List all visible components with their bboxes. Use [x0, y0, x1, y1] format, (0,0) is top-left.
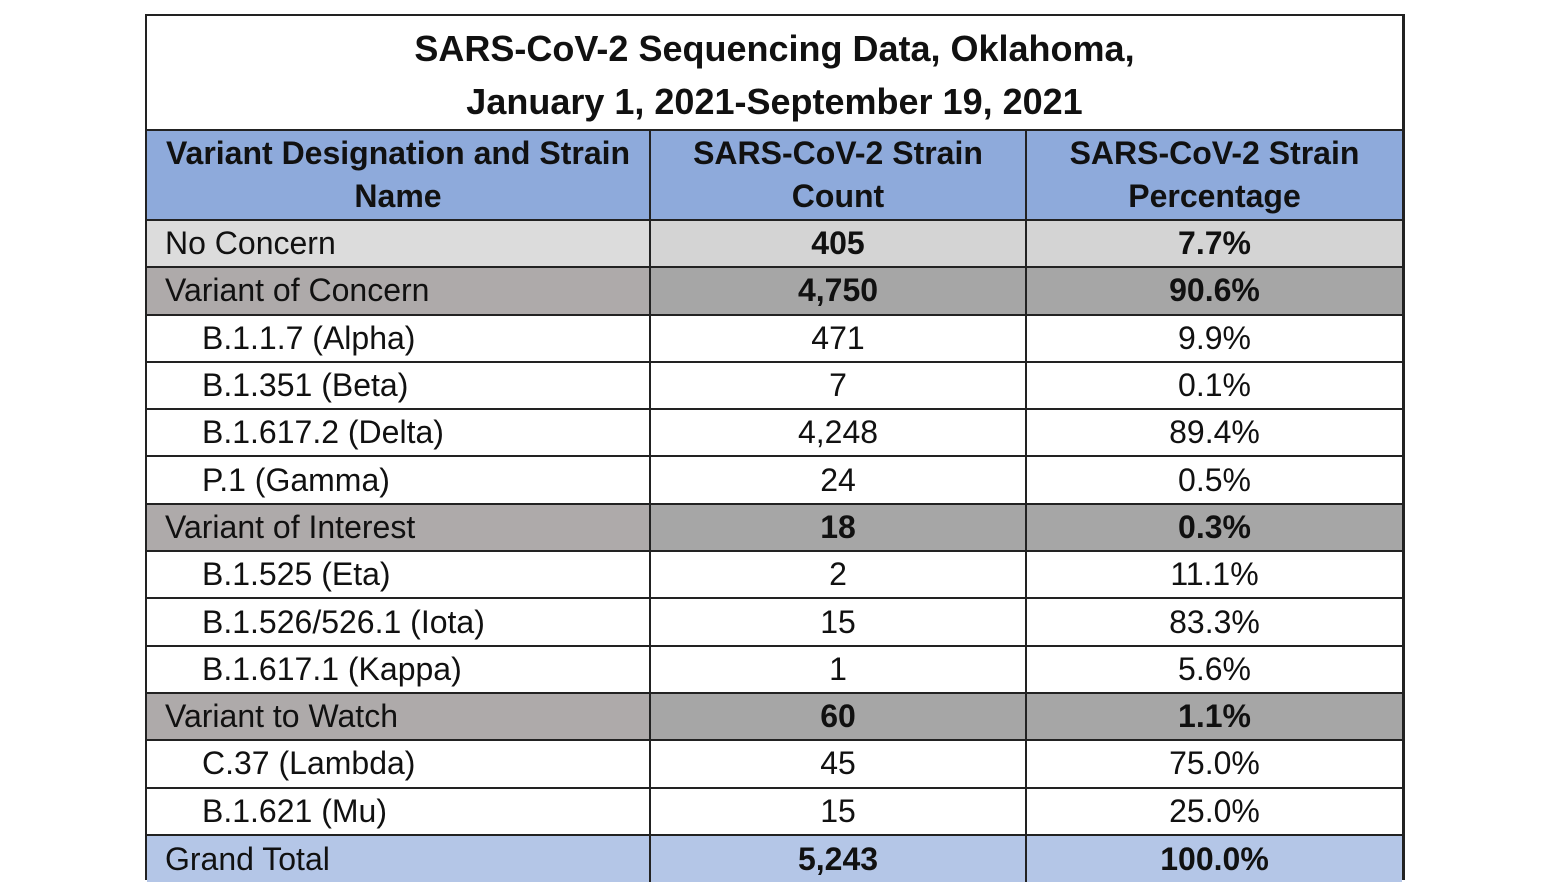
strain-row: C.37 (Lambda) 45 75.0% [147, 739, 1402, 789]
variant-name-cell: B.1.351 (Beta) [147, 360, 651, 411]
variant-name-cell: Grand Total [147, 833, 651, 883]
strain-count-cell: 7 [649, 360, 1027, 411]
strain-row: B.1.525 (Eta) 2 11.1% [147, 550, 1402, 600]
strain-row: B.1.351 (Beta) 7 0.1% [147, 360, 1402, 411]
variant-name-cell: Variant of Interest [147, 502, 651, 553]
strain-percentage-cell: 0.3% [1025, 502, 1402, 553]
strain-percentage-cell: 5.6% [1025, 644, 1402, 694]
strain-count-cell: 5,243 [649, 833, 1027, 883]
table-body: No Concern 405 7.7% Variant of Concern 4,750… [147, 218, 1402, 883]
title-line-2: January 1, 2021-September 19, 2021 [466, 81, 1083, 122]
variant-name-cell: Variant of Concern [147, 266, 651, 316]
sequencing-table: Variant Designation and Strain Name SARS… [147, 129, 1402, 883]
strain-row: B.1.1.7 (Alpha) 471 9.9% [147, 313, 1402, 363]
header-variant-name: Variant Designation and Strain Name [147, 129, 651, 221]
strain-count-cell: 15 [649, 597, 1027, 647]
strain-count-cell: 18 [649, 502, 1027, 553]
variant-name-cell: B.1.526/526.1 (Iota) [147, 597, 651, 647]
variant-name-cell: C.37 (Lambda) [147, 739, 651, 789]
variant-name-cell: B.1.621 (Mu) [147, 786, 651, 836]
strain-count-cell: 4,750 [649, 266, 1027, 316]
strain-row: B.1.617.2 (Delta) 4,248 89.4% [147, 408, 1402, 458]
category-row: No Concern 405 7.7% [147, 218, 1402, 269]
strain-row: B.1.526/526.1 (Iota) 15 83.3% [147, 597, 1402, 647]
title-line-1: SARS-CoV-2 Sequencing Data, Oklahoma, [414, 28, 1135, 69]
strain-count-cell: 2 [649, 550, 1027, 600]
strain-row: B.1.621 (Mu) 15 25.0% [147, 786, 1402, 836]
strain-count-cell: 1 [649, 644, 1027, 694]
strain-percentage-cell: 25.0% [1025, 786, 1402, 836]
strain-count-cell: 471 [649, 313, 1027, 363]
table-title: SARS-CoV-2 Sequencing Data, Oklahoma, Ja… [147, 16, 1402, 129]
variant-name-cell: B.1.1.7 (Alpha) [147, 313, 651, 363]
header-strain-percentage: SARS-CoV-2 Strain Percentage [1025, 129, 1402, 221]
strain-percentage-cell: 75.0% [1025, 739, 1402, 789]
strain-row: P.1 (Gamma) 24 0.5% [147, 455, 1402, 505]
strain-percentage-cell: 0.1% [1025, 360, 1402, 411]
header-row: Variant Designation and Strain Name SARS… [147, 129, 1402, 221]
strain-row: B.1.617.1 (Kappa) 1 5.6% [147, 644, 1402, 694]
variant-name-cell: No Concern [147, 218, 651, 269]
strain-percentage-cell: 83.3% [1025, 597, 1402, 647]
strain-count-cell: 45 [649, 739, 1027, 789]
strain-count-cell: 60 [649, 691, 1027, 742]
variant-name-cell: B.1.617.2 (Delta) [147, 408, 651, 458]
variant-name-cell: Variant to Watch [147, 691, 651, 742]
table-frame: SARS-CoV-2 Sequencing Data, Oklahoma, Ja… [145, 14, 1405, 883]
strain-count-cell: 405 [649, 218, 1027, 269]
strain-percentage-cell: 1.1% [1025, 691, 1402, 742]
category-row: Variant of Interest 18 0.3% [147, 502, 1402, 553]
variant-name-cell: B.1.525 (Eta) [147, 550, 651, 600]
header-strain-count: SARS-CoV-2 Strain Count [649, 129, 1027, 221]
strain-percentage-cell: 9.9% [1025, 313, 1402, 363]
strain-percentage-cell: 7.7% [1025, 218, 1402, 269]
strain-count-cell: 15 [649, 786, 1027, 836]
category-row: Variant of Concern 4,750 90.6% [147, 266, 1402, 316]
strain-count-cell: 24 [649, 455, 1027, 505]
category-row: Variant to Watch 60 1.1% [147, 691, 1402, 742]
variant-name-cell: B.1.617.1 (Kappa) [147, 644, 651, 694]
strain-percentage-cell: 0.5% [1025, 455, 1402, 505]
strain-count-cell: 4,248 [649, 408, 1027, 458]
strain-percentage-cell: 90.6% [1025, 266, 1402, 316]
variant-name-cell: P.1 (Gamma) [147, 455, 651, 505]
strain-percentage-cell: 100.0% [1025, 833, 1402, 883]
grand-total-row: Grand Total 5,243 100.0% [147, 833, 1402, 883]
strain-percentage-cell: 11.1% [1025, 550, 1402, 600]
strain-percentage-cell: 89.4% [1025, 408, 1402, 458]
